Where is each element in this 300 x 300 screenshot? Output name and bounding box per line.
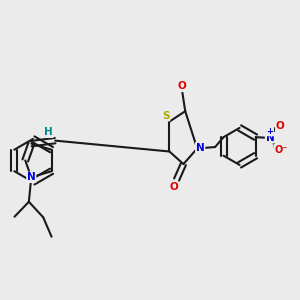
Text: S: S [162, 111, 169, 121]
Text: O⁻: O⁻ [274, 145, 287, 155]
Text: O: O [169, 182, 178, 192]
Text: N: N [266, 133, 274, 143]
Text: +: + [266, 127, 274, 136]
Text: N: N [27, 172, 36, 182]
Text: O: O [276, 121, 284, 131]
Text: O: O [178, 81, 187, 92]
Text: N: N [196, 142, 205, 153]
Text: H: H [44, 127, 53, 137]
